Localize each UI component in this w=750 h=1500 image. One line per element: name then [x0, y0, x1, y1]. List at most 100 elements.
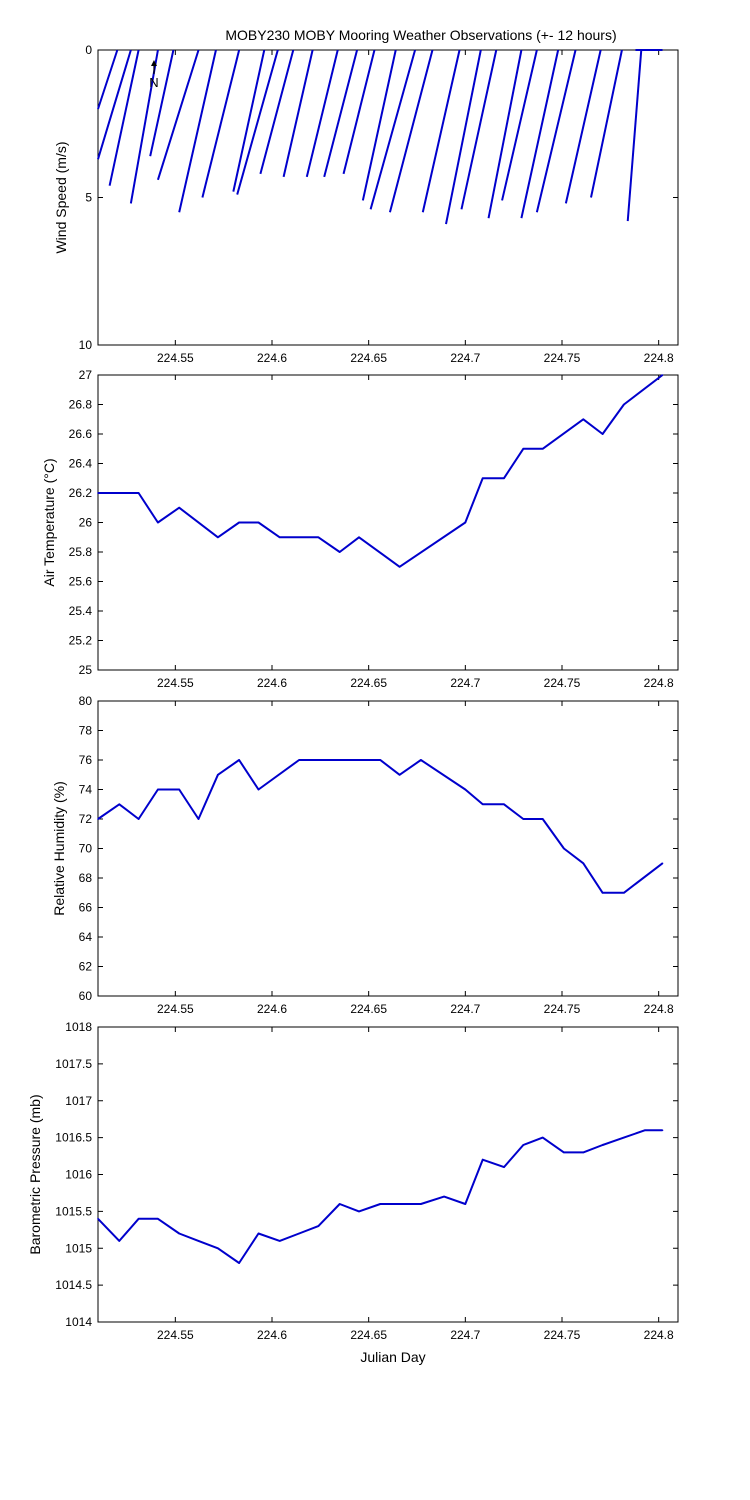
x-tick-label: 224.55 [157, 351, 194, 365]
x-tick-label: 224.8 [644, 676, 674, 690]
y-tick-label: 78 [79, 724, 93, 738]
y-tick-label: 1014.5 [55, 1278, 92, 1292]
north-label: N [149, 75, 158, 90]
data-point [217, 773, 219, 776]
wind-vector [129, 49, 159, 204]
y-tick-label: 64 [79, 930, 93, 944]
x-axis-label: Julian Day [360, 1349, 425, 1365]
wind-vector [259, 49, 295, 175]
data-point [623, 891, 625, 894]
data-point [379, 759, 382, 761]
y-tick-label: 76 [79, 753, 93, 767]
data-point [481, 1158, 484, 1161]
y-tick-label: 1014 [65, 1315, 92, 1329]
series-line-air-temperature [98, 374, 664, 568]
wind-vector [323, 49, 359, 178]
data-point [541, 818, 544, 820]
data-point [178, 788, 180, 791]
data-point [644, 1129, 646, 1132]
y-tick-label: 27 [79, 368, 93, 382]
data-point [582, 862, 585, 865]
panel-air-temperature: 224.55 224.6 224.65 224.7 224.75 224.8 25 25.2 2… [41, 368, 679, 690]
data-point [257, 521, 260, 524]
wind-vector [626, 49, 643, 222]
wind-vector [564, 49, 602, 204]
y-tick-label: 74 [79, 783, 93, 797]
data-point [338, 551, 341, 553]
wind-vector [388, 49, 434, 213]
x-tick-label: 224.55 [157, 1328, 194, 1342]
y-axis-label: Wind Speed (m/s) [53, 141, 69, 253]
x-tick-label: 224.75 [544, 676, 581, 690]
wind-vector [156, 49, 200, 181]
wind-vector [369, 49, 417, 210]
data-point [443, 1195, 445, 1198]
data-point [358, 536, 360, 539]
data-point [178, 1232, 180, 1235]
wind-vector [487, 49, 523, 219]
data-point [398, 1203, 401, 1205]
data-point [601, 891, 604, 894]
data-point [338, 1203, 341, 1205]
x-tick-label: 224.55 [157, 676, 194, 690]
y-tick-label: 26 [79, 516, 93, 530]
data-point [157, 788, 159, 791]
data-point [464, 788, 467, 791]
y-tick-label: 68 [79, 871, 93, 885]
data-point [238, 759, 240, 761]
axes-frame [97, 374, 679, 671]
data-point [197, 818, 200, 820]
x-tick-label: 224.7 [450, 1328, 480, 1342]
x-tick-label: 224.6 [257, 1328, 287, 1342]
y-tick-label: 1017.5 [55, 1057, 92, 1071]
y-tick-label: 26.6 [69, 427, 93, 441]
x-tick-label: 224.75 [544, 1328, 581, 1342]
wind-vector [97, 49, 132, 160]
y-tick-label: 72 [79, 812, 93, 826]
wind-vector [201, 49, 241, 198]
data-point [97, 492, 99, 494]
data-point [97, 1217, 99, 1220]
x-tick-label: 224.75 [544, 351, 581, 365]
wind-vector [305, 49, 339, 178]
y-tick-label: 60 [79, 989, 93, 1003]
data-point [238, 1262, 240, 1264]
data-point [582, 418, 585, 421]
wind-vector [108, 49, 140, 186]
x-tick-label: 224.6 [257, 676, 287, 690]
data-point [317, 1225, 320, 1227]
data-point [541, 1136, 544, 1139]
y-tick-label: 1015 [65, 1241, 92, 1255]
y-tick-label: 10 [79, 338, 93, 352]
data-point [522, 447, 525, 450]
x-tick-label: 224.6 [257, 1002, 287, 1016]
y-tick-label: 1018 [65, 1020, 92, 1034]
data-point [118, 803, 121, 806]
data-point [137, 492, 140, 494]
wind-vector [282, 49, 314, 178]
x-tick-label: 224.7 [450, 1002, 480, 1016]
data-point [398, 565, 401, 568]
data-point [197, 1240, 200, 1242]
data-point [420, 759, 422, 761]
y-tick-label: 25 [79, 663, 93, 677]
y-tick-label: 25.2 [69, 634, 93, 648]
data-point [661, 374, 664, 376]
data-point [623, 403, 625, 406]
y-tick-label: 5 [85, 191, 92, 205]
x-tick-label: 224.7 [450, 676, 480, 690]
y-tick-label: 0 [85, 43, 92, 57]
data-point [601, 433, 604, 435]
data-point [582, 1151, 585, 1154]
wind-vector [232, 49, 266, 192]
data-point [563, 847, 565, 850]
data-point [238, 521, 240, 524]
data-point [379, 1203, 382, 1205]
y-tick-label: 66 [79, 901, 93, 915]
y-tick-label: 62 [79, 960, 93, 974]
y-tick-label: 1016.5 [55, 1131, 92, 1145]
data-point [137, 1217, 140, 1220]
y-axis-label: Relative Humidity (%) [51, 781, 67, 916]
y-tick-label: 1015.5 [55, 1204, 92, 1218]
y-tick-label: 26.4 [69, 457, 93, 471]
